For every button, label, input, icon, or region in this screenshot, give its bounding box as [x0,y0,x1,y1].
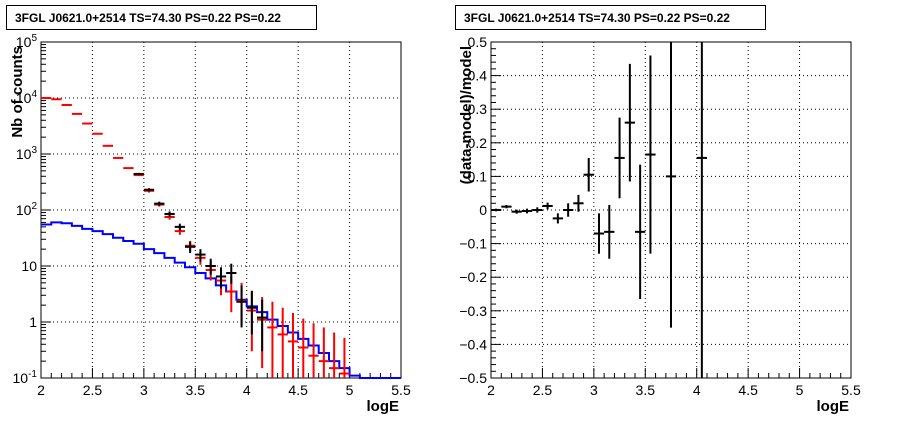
grid [41,42,401,378]
x-tick-label: 2 [487,382,495,398]
x-tick-label: 5 [346,382,354,398]
x-tick-label: 5 [796,382,804,398]
data-point [195,249,206,262]
data-point [318,327,329,378]
y-tick-label: −0.4 [459,336,487,352]
y-tick-label: 1 [29,314,37,330]
x-tick-label: 2.5 [83,382,103,398]
x-tick-label: 4.5 [288,382,308,398]
data-point [205,258,216,275]
x-tick-label: 3.5 [186,382,206,398]
x-tick-label: 4.5 [738,382,758,398]
data-point [226,263,237,284]
x-tick-label: 4 [243,382,251,398]
data-point [143,188,155,192]
data-point [645,55,656,254]
chart-title-residuals: 3FGL J0621.0+2514 TS=74.30 PS=0.22 PS=0.… [455,5,766,30]
y-tick-label: 10-1 [13,369,38,386]
data-point [491,208,502,212]
y-tick-label: −0.1 [459,236,487,252]
x-tick-label: 5.5 [841,382,861,398]
data-point [542,202,553,210]
data-point [267,301,278,378]
data-point [246,290,257,335]
data-point [511,209,522,214]
data-point [298,318,309,378]
x-tick-label: 4 [693,382,701,398]
data-point [665,42,677,328]
data-point [563,203,574,217]
x-tick-label: 3 [590,382,598,398]
y-tick-label: 103 [16,145,38,162]
y-tick-label: −0.3 [459,303,487,319]
counts-panel: 2 2.5 3 3.5 4 4.5 5 5.5 10-1 1 10 102 103 104 105 logE N… [9,33,411,415]
data-point [164,211,175,217]
data-point [133,172,144,176]
y-axis-title: Nb of counts [9,46,26,138]
y-tick-label: 0.1 [468,168,488,184]
data-point [501,204,512,209]
y-tick-label: 0.4 [468,68,488,84]
data-layer [41,97,401,379]
x-axis-title: logE [817,398,850,415]
y-tick-label: 104 [16,89,38,106]
axes: 2 2.5 3 3.5 4 4.5 5 5.5 −0.5 −0.4 −0.3 −0.2 −0.1 0 0.1… [458,34,861,415]
x-axis-title: logE [367,398,400,415]
data-point [624,63,635,182]
data-point [174,223,185,231]
residuals-panel: 2 2.5 3 3.5 4 4.5 5 5.5 −0.5 −0.4 −0.3 −0.2 −0.1 0 0.1… [458,34,861,415]
data-point [215,267,227,289]
data-point [339,337,350,378]
data-point [257,299,268,352]
data-point [614,117,625,199]
y-tick-label: 102 [16,201,38,218]
axes: 2 2.5 3 3.5 4 4.5 5 5.5 10-1 1 10 102 103 104 105 logE N… [9,33,411,415]
data-point [236,285,247,328]
chart-title-counts: 3FGL J0621.0+2514 TS=74.30 PS=0.22 PS=0.… [6,5,317,30]
data-point [308,323,319,378]
y-tick-label: 0 [479,202,487,218]
data-point [573,194,584,212]
x-tick-label: 2 [37,382,45,398]
data-point [521,208,533,214]
data-layer [491,42,707,378]
model-step-line [41,221,401,379]
data-point [287,312,299,378]
y-tick-label: −0.2 [459,269,487,285]
data-point [593,213,605,254]
data-point [185,241,196,254]
y-tick-label: 0.2 [468,135,488,151]
plot-frame [40,41,402,379]
y-axis-title: (data-model)/model [458,46,475,184]
data-point [583,157,594,192]
data-point [552,213,563,224]
x-tick-label: 5.5 [391,382,411,398]
data-point [154,201,165,206]
y-tick-label: 10 [21,258,37,274]
data-point [329,332,340,378]
data-point [277,307,288,378]
y-tick-label: 105 [16,33,38,50]
x-tick-label: 3 [140,382,148,398]
y-tick-label: 0.3 [468,101,488,117]
data-point [532,207,543,213]
x-tick-label: 2.5 [533,382,553,398]
x-tick-label: 3.5 [636,382,656,398]
data-point [635,164,646,300]
y-tick-label: 0.5 [468,34,488,50]
data-point [696,42,707,378]
y-tick-label: −0.5 [459,370,487,386]
data-point [604,204,615,259]
